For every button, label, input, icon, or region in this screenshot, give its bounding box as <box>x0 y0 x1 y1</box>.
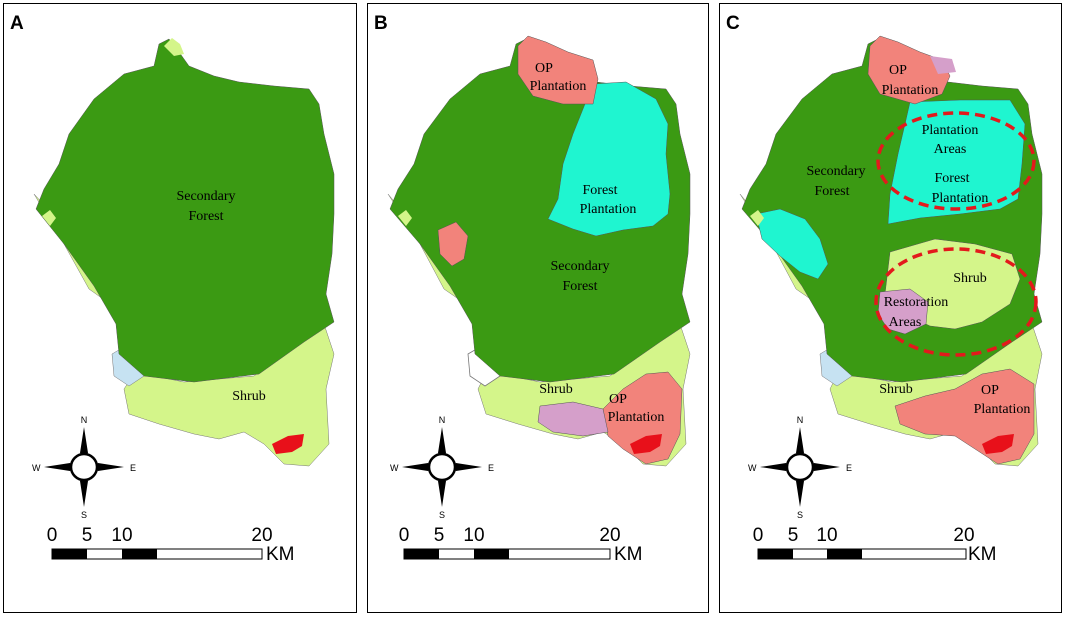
op-plantation-north <box>517 35 599 105</box>
scale-tick-20: 20 <box>599 525 620 546</box>
scale-unit: KM <box>266 544 295 565</box>
shrub-patch-north <box>164 38 184 56</box>
restoration-patch <box>537 401 609 437</box>
scale-tick-0: 0 <box>753 525 764 546</box>
shrub-patch-west <box>42 210 56 226</box>
compass-s: S <box>439 510 445 520</box>
scale-tick-5: 5 <box>788 525 799 546</box>
label-op-south-2: Plantation <box>974 402 1031 417</box>
label-restoration-2: Areas <box>889 315 922 330</box>
label-op-south-2: Plantation <box>608 410 665 425</box>
red-patch <box>982 434 1014 454</box>
compass-s: S <box>81 510 87 520</box>
compass-e: E <box>130 463 136 473</box>
map-b-svg: B OP Plantation Forest Plantation Second… <box>374 13 691 565</box>
panel-letter-c: C <box>726 13 740 34</box>
label-shrub-center: Shrub <box>953 271 986 286</box>
op-plantation-west <box>437 221 469 267</box>
scale-tick-10: 10 <box>463 525 484 546</box>
label-secondary-forest-2: Forest <box>815 184 850 199</box>
label-op-north-2: Plantation <box>882 83 939 98</box>
restoration-patch-north <box>930 56 956 74</box>
compass-e: E <box>488 463 494 473</box>
map-panel-b: B OP Plantation Forest Plantation Second… <box>367 3 709 613</box>
label-forest-plantation-2: Plantation <box>932 191 989 206</box>
scale-tick-20: 20 <box>953 525 974 546</box>
compass-rose: N S E W <box>32 415 136 520</box>
scale-tick-20: 20 <box>251 525 272 546</box>
secondary-forest-region <box>35 38 335 383</box>
scale-bar: 0 5 10 20 KM <box>399 525 643 565</box>
label-op-north-1: OP <box>535 61 553 76</box>
label-forest-plantation-2: Plantation <box>580 202 637 217</box>
label-secondary-forest-2: Forest <box>189 209 224 224</box>
compass-w: W <box>32 463 41 473</box>
label-plantation-areas-2: Areas <box>934 142 967 157</box>
scale-bar: 0 5 10 20 KM <box>47 525 295 565</box>
label-op-north-1: OP <box>889 63 907 78</box>
map-c-svg: C OP Plantation Plantation Areas Forest … <box>726 13 1043 565</box>
forest-plantation-west <box>755 208 829 280</box>
panel-letter-b: B <box>374 13 388 34</box>
label-plantation-areas-1: Plantation <box>922 123 979 138</box>
compass-rose: N S E W <box>390 415 494 520</box>
label-secondary-forest-1: Secondary <box>550 259 609 274</box>
scale-bar: 0 5 10 20 KM <box>753 525 997 565</box>
map-panel-c: C OP Plantation Plantation Areas Forest … <box>719 3 1062 613</box>
panel-letter-a: A <box>10 13 24 34</box>
shrub-patch-west <box>750 210 764 226</box>
map-panel-a: A Secondary Forest Shrub N S E W <box>3 3 357 613</box>
compass-s: S <box>797 510 803 520</box>
scale-tick-0: 0 <box>47 525 58 546</box>
map-a-svg: A Secondary Forest Shrub N S E W <box>10 13 335 565</box>
label-op-south-1: OP <box>609 392 627 407</box>
label-op-north-2: Plantation <box>530 79 587 94</box>
label-secondary-forest-1: Secondary <box>176 189 235 204</box>
scale-unit: KM <box>614 544 643 565</box>
forest-plantation-region <box>887 99 1026 225</box>
compass-n: N <box>439 415 446 425</box>
label-forest-plantation-1: Forest <box>583 183 618 198</box>
op-plantation-north <box>867 35 951 105</box>
forest-plantation-region <box>547 81 671 237</box>
compass-e: E <box>846 463 852 473</box>
scale-unit: KM <box>968 544 997 565</box>
shrub-patch-west <box>398 210 412 226</box>
compass-w: W <box>748 463 757 473</box>
scale-tick-10: 10 <box>111 525 132 546</box>
compass-w: W <box>390 463 399 473</box>
scale-tick-10: 10 <box>816 525 837 546</box>
label-secondary-forest-2: Forest <box>563 279 598 294</box>
label-restoration-1: Restoration <box>884 295 949 310</box>
scale-tick-5: 5 <box>82 525 93 546</box>
scale-tick-5: 5 <box>434 525 445 546</box>
red-patch <box>272 434 304 454</box>
highlight-ellipse-restoration <box>874 247 1038 357</box>
label-op-south-1: OP <box>981 383 999 398</box>
label-secondary-forest-1: Secondary <box>806 164 865 179</box>
scale-tick-0: 0 <box>399 525 410 546</box>
red-patch <box>630 434 662 454</box>
label-shrub: Shrub <box>232 389 265 404</box>
compass-n: N <box>81 415 88 425</box>
label-forest-plantation-1: Forest <box>935 171 970 186</box>
compass-rose: N S E W <box>748 415 852 520</box>
label-shrub: Shrub <box>879 382 912 397</box>
op-plantation-south <box>602 371 683 465</box>
highlight-ellipse-plantation <box>876 111 1036 211</box>
label-shrub: Shrub <box>539 382 572 397</box>
compass-n: N <box>797 415 804 425</box>
